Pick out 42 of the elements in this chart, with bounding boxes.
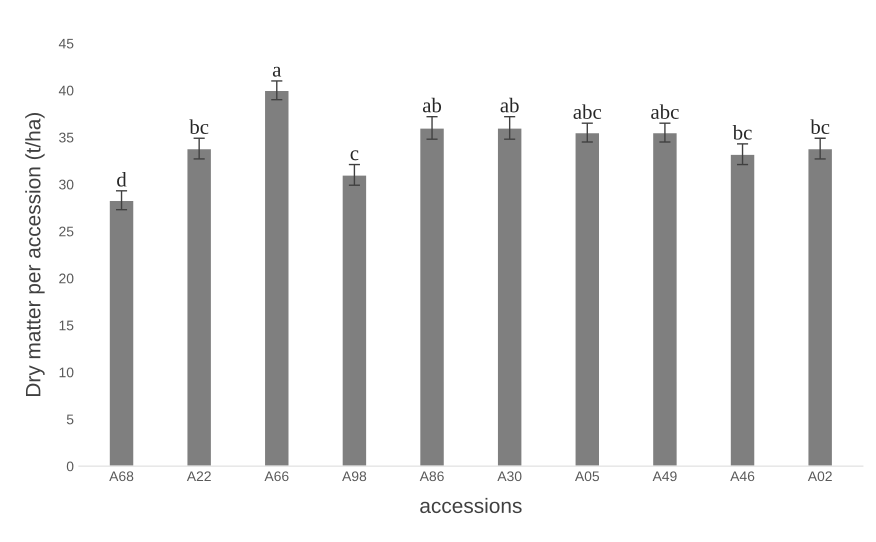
- y-tick-label: 5: [66, 414, 74, 424]
- annotation: d: [117, 172, 126, 187]
- x-tick-label: A86: [420, 471, 444, 482]
- annotation: ab: [500, 98, 519, 112]
- x-tick-label: A22: [186, 471, 211, 482]
- bar: [729, 154, 756, 466]
- annotation: bc: [810, 119, 830, 134]
- annotation: bc: [189, 119, 208, 134]
- annotation: abc: [651, 104, 679, 119]
- x-tick-label: A46: [730, 471, 754, 482]
- bar: [108, 200, 135, 466]
- y-tick-label: 30: [59, 180, 74, 190]
- annotation: a: [272, 66, 282, 77]
- y-tick-label: 20: [59, 274, 74, 284]
- y-tick-label: 0: [66, 461, 74, 472]
- y-tick-label: 35: [59, 132, 74, 142]
- bar: [652, 132, 678, 466]
- y-tick-label: 25: [59, 226, 74, 236]
- bar: [418, 127, 446, 466]
- bar: [341, 174, 368, 466]
- y-tick-label: 10: [60, 368, 74, 378]
- x-tick-label: A66: [264, 471, 289, 482]
- x-axis-title: accessions: [420, 498, 522, 514]
- x-tick-label: A30: [497, 471, 522, 482]
- y-tick-label: 40: [58, 86, 74, 96]
- x-tick-label: A02: [808, 471, 832, 482]
- annotation: c: [350, 150, 358, 160]
- annotation: ab: [422, 98, 442, 112]
- bar: [574, 132, 600, 466]
- y-axis-title: Dry matter per accession (t/ha): [25, 113, 45, 396]
- x-tick-label: A05: [574, 471, 600, 482]
- annotation: abc: [574, 104, 602, 119]
- y-tick-label: 15: [60, 320, 74, 330]
- x-tick-label: A49: [652, 471, 677, 482]
- bar: [807, 148, 834, 466]
- x-tick-label: A68: [109, 471, 134, 482]
- bar: [186, 148, 212, 466]
- y-tick-label: 45: [58, 38, 74, 49]
- bar: [496, 127, 523, 466]
- bar: [264, 90, 290, 466]
- x-tick-label: A98: [342, 471, 366, 482]
- annotation: bc: [732, 124, 752, 140]
